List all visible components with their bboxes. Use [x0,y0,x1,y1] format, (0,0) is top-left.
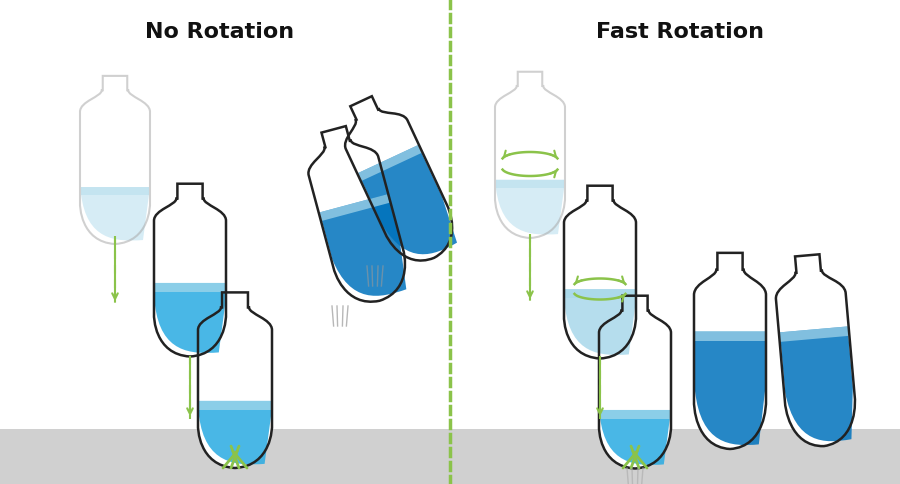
PathPatch shape [309,126,405,302]
PathPatch shape [694,253,766,449]
PathPatch shape [780,326,853,441]
Text: No Rotation: No Rotation [146,22,294,42]
PathPatch shape [358,145,457,254]
PathPatch shape [155,283,225,353]
PathPatch shape [155,283,225,291]
PathPatch shape [599,296,671,469]
PathPatch shape [496,180,564,188]
PathPatch shape [80,76,150,244]
FancyBboxPatch shape [0,429,900,484]
PathPatch shape [358,145,421,181]
PathPatch shape [565,289,635,355]
PathPatch shape [345,96,452,260]
PathPatch shape [320,194,406,296]
PathPatch shape [81,187,149,196]
PathPatch shape [776,254,855,446]
PathPatch shape [600,410,670,465]
PathPatch shape [496,180,564,235]
PathPatch shape [198,292,272,468]
PathPatch shape [780,326,849,342]
PathPatch shape [695,332,765,341]
PathPatch shape [565,289,635,298]
PathPatch shape [81,187,149,241]
PathPatch shape [600,410,670,419]
FancyBboxPatch shape [0,0,900,429]
PathPatch shape [199,401,271,464]
PathPatch shape [199,401,271,409]
PathPatch shape [695,332,765,445]
Text: Fast Rotation: Fast Rotation [596,22,764,42]
PathPatch shape [495,72,565,238]
PathPatch shape [154,184,226,357]
PathPatch shape [564,186,636,359]
PathPatch shape [320,194,390,221]
